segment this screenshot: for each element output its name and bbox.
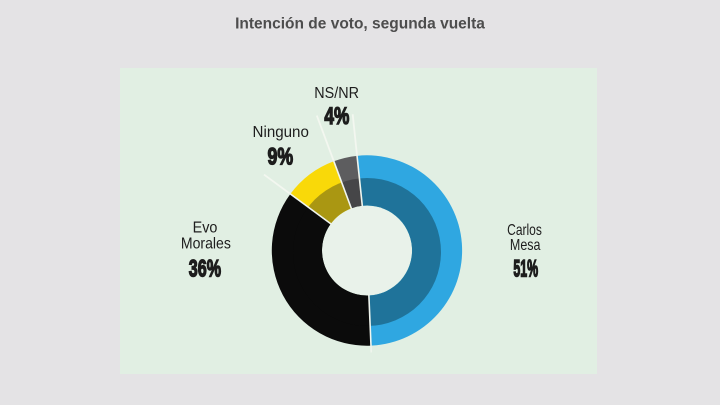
svg-text:4%: 4% (324, 103, 349, 129)
svg-text:Intención de voto, segunda vue: Intención de voto, segunda vuelta (235, 16, 485, 33)
svg-text:51%: 51% (513, 256, 538, 282)
svg-text:Morales: Morales (181, 235, 231, 253)
svg-text:NS/NR: NS/NR (314, 84, 359, 102)
svg-text:9%: 9% (268, 144, 294, 170)
svg-text:36%: 36% (189, 255, 221, 282)
svg-text:Carlos: Carlos (507, 220, 542, 238)
svg-text:Evo: Evo (193, 219, 218, 237)
svg-text:Mesa: Mesa (510, 236, 541, 254)
svg-text:Ninguno: Ninguno (253, 124, 309, 141)
